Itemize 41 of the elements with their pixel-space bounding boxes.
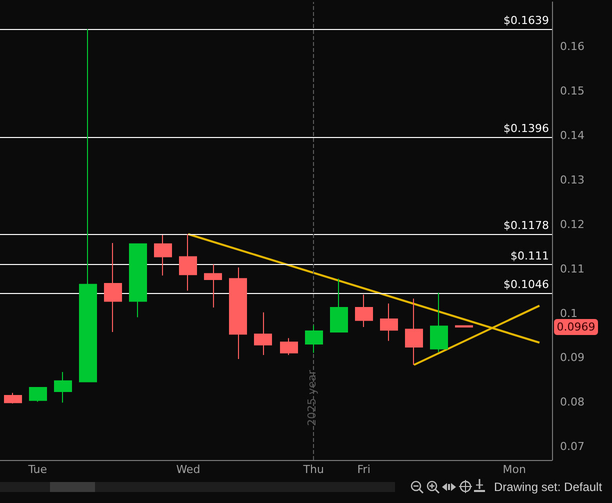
candlestick <box>405 298 423 366</box>
candlestick <box>129 243 147 318</box>
candlestick <box>4 392 22 404</box>
candlestick <box>154 234 172 276</box>
y-tick-label: 0.09 <box>560 351 584 364</box>
ref-line-label: $0.111 <box>510 249 549 262</box>
candlestick <box>79 28 97 382</box>
annotation: 0.0969 <box>556 320 596 334</box>
candlestick <box>430 292 448 352</box>
x-tick-label: Tue <box>27 463 48 476</box>
candlestick <box>380 302 398 342</box>
x-tick-label: Wed <box>176 463 200 476</box>
x-tick-label: Thu <box>302 463 324 476</box>
x-tick-label: Fri <box>357 463 370 476</box>
ref-line-label: $0.1178 <box>504 219 549 232</box>
text: Drawing set: Default <box>494 480 602 494</box>
candlestick <box>355 294 373 328</box>
y-tick-label: 0.13 <box>560 173 584 186</box>
ref-line-label: $0.1046 <box>504 278 549 291</box>
candlestick <box>330 278 348 332</box>
candlestick <box>455 325 473 328</box>
candlestick <box>204 264 222 308</box>
candlestick <box>229 266 247 360</box>
y-tick-label: 0.16 <box>560 40 584 53</box>
candlestick <box>104 242 122 332</box>
y-tick-label: 0.14 <box>560 128 584 142</box>
candlestick <box>29 387 47 402</box>
y-tick-label: 0.08 <box>560 396 584 409</box>
x-tick-label: Mon <box>502 463 526 476</box>
candlestick <box>280 338 298 356</box>
y-tick-label: 0.11 <box>560 262 584 276</box>
y-tick-label: 0.15 <box>560 84 584 98</box>
ref-line-label: $0.1396 <box>504 122 549 136</box>
candlestick <box>54 371 72 404</box>
candlestick <box>305 324 323 354</box>
candlestick <box>179 234 197 292</box>
candlestick <box>254 312 272 356</box>
y-tick-label: 0.07 <box>560 440 584 454</box>
y-tick-label: 0.12 <box>560 218 584 231</box>
ref-line-label: $0.1639 <box>504 14 549 28</box>
y-tick-label: 0.1 <box>560 306 578 320</box>
